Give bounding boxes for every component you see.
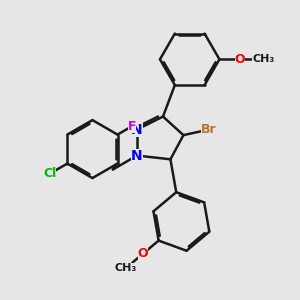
Text: Br: Br [201,123,217,136]
Text: N: N [131,148,143,163]
Text: O: O [235,53,245,66]
Text: CH₃: CH₃ [115,263,137,273]
Text: N: N [131,123,143,136]
Text: F: F [128,120,136,133]
Text: O: O [138,247,148,260]
Text: Cl: Cl [43,167,56,180]
Text: CH₃: CH₃ [252,54,274,64]
